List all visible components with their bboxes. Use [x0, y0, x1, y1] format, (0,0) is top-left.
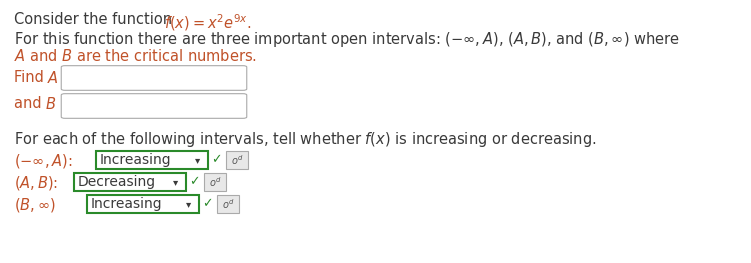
Text: $B$: $B$ [45, 96, 56, 112]
FancyBboxPatch shape [62, 94, 247, 118]
Text: $A$ and $B$ are the critical numbers.: $A$ and $B$ are the critical numbers. [14, 48, 257, 64]
Text: Decreasing: Decreasing [78, 175, 156, 189]
Text: ▾: ▾ [195, 155, 201, 165]
Bar [204, 173, 226, 191]
Text: $o^d$: $o^d$ [231, 153, 243, 167]
Text: Increasing: Increasing [100, 153, 172, 167]
Text: For each of the following intervals, tell whether $f(x)$ is increasing or decrea: For each of the following intervals, tel… [14, 130, 596, 149]
Text: ✓: ✓ [211, 154, 222, 166]
Text: $( - \infty, A)$:: $( - \infty, A)$: [14, 152, 73, 170]
Text: $(A, B)$:: $(A, B)$: [14, 174, 58, 192]
Bar [217, 195, 239, 213]
Text: Consider the function: Consider the function [14, 12, 176, 27]
Text: Find: Find [14, 70, 49, 85]
Text: $f(x) = x^2e^{9x}$.: $f(x) = x^2e^{9x}$. [164, 12, 252, 33]
Bar [226, 151, 248, 169]
Text: ✓: ✓ [202, 198, 213, 210]
Text: For this function there are three important open intervals: $( - \infty, A)$, $(: For this function there are three import… [14, 30, 680, 49]
Text: $A$: $A$ [47, 70, 59, 86]
Bar [87, 195, 199, 213]
FancyBboxPatch shape [62, 66, 247, 90]
Text: ▾: ▾ [186, 199, 192, 209]
Text: Increasing: Increasing [91, 197, 163, 211]
Text: $o^d$: $o^d$ [209, 175, 222, 189]
Text: ✓: ✓ [189, 175, 200, 189]
Text: ▾: ▾ [173, 177, 178, 187]
Text: $o^d$: $o^d$ [222, 197, 234, 211]
Bar [74, 173, 186, 191]
Bar [96, 151, 208, 169]
Text: $(B, \infty)$: $(B, \infty)$ [14, 196, 56, 214]
Text: and: and [14, 96, 47, 111]
